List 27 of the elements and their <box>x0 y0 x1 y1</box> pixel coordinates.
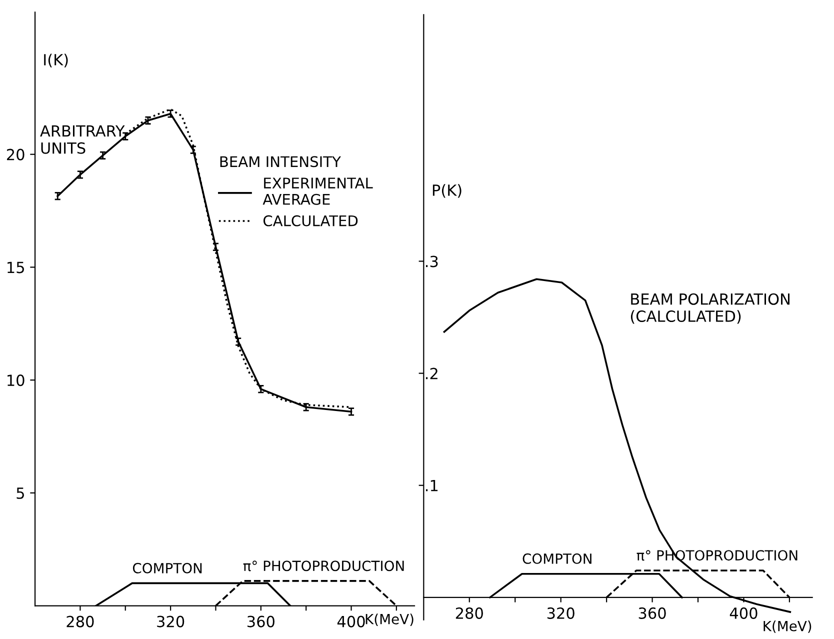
x-axis-title: K(MeV) <box>366 614 414 626</box>
y-axis-title: I(K) <box>44 54 68 68</box>
y-tick-label: .3 <box>426 256 438 268</box>
y-tick-label: .2 <box>426 368 438 380</box>
series-label: COMPTON <box>132 562 202 574</box>
x-tick-label: 320 <box>157 616 184 628</box>
annotation: BEAM POLARIZATION (CALCULATED) <box>630 293 790 324</box>
legend-label: CALCULATED <box>263 215 358 226</box>
legend-label: EXPERIMENTAL AVERAGE <box>262 178 373 205</box>
x-tick-label: 400 <box>730 607 758 619</box>
annotation: ARBITRARY UNITS <box>40 125 125 154</box>
x-tick-label: 400 <box>337 616 365 628</box>
x-axis-title: K(MeV) <box>764 620 812 633</box>
y-tick-label: 15 <box>8 262 24 274</box>
y-tick-label: 10 <box>8 374 24 386</box>
series-label: π° PHOTOPRODUCTION <box>243 560 404 572</box>
series-label: COMPTON <box>522 553 592 564</box>
x-tick-label: 320 <box>547 607 574 619</box>
y-tick-label: 20 <box>6 148 24 160</box>
legend-title: BEAM INTENSITY <box>220 156 341 168</box>
y-tick-label: .1 <box>426 480 438 492</box>
x-tick-label: 360 <box>638 607 666 619</box>
y-tick-label: 5 <box>16 488 24 499</box>
x-tick-label: 280 <box>66 616 94 628</box>
x-tick-label: 360 <box>247 616 274 628</box>
x-tick-label: 280 <box>456 607 483 619</box>
y-axis-title: P(K) <box>432 184 462 198</box>
